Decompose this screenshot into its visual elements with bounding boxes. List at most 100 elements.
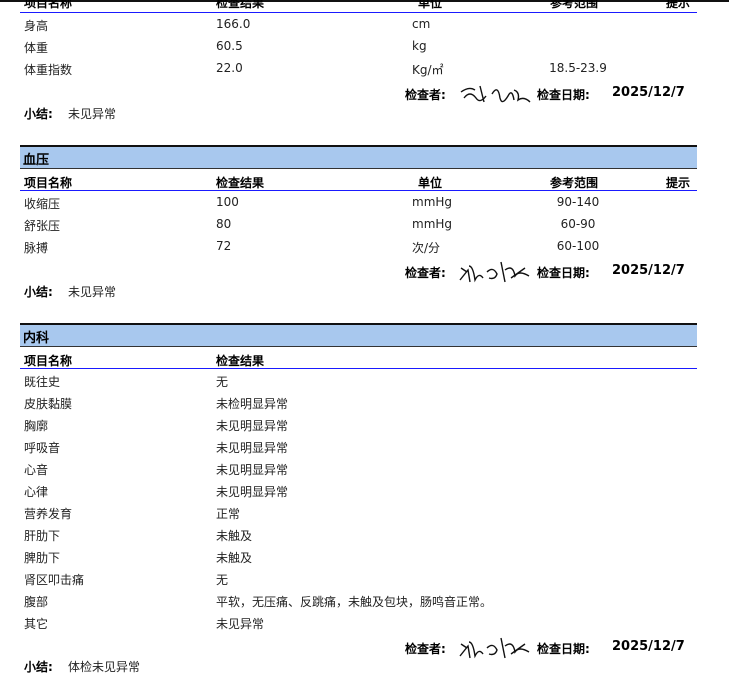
table-row: 皮肤黏膜 未检明显异常	[0, 395, 729, 417]
row-name: 腹部	[24, 595, 49, 609]
signature-image	[459, 261, 530, 283]
row-name: 皮肤黏膜	[24, 397, 73, 411]
check-date: 2025/12/7	[612, 639, 685, 654]
check-date-label: 检查日期:	[537, 642, 590, 656]
row-result: 未触及	[216, 529, 253, 543]
table-row: 收缩压 100 mmHg 90-140	[0, 195, 729, 217]
row-range: 18.5-23.9	[549, 61, 607, 75]
row-name: 身高	[24, 19, 49, 33]
row-name: 脉搏	[24, 241, 49, 255]
section-header: 血压	[20, 145, 697, 169]
row-result: 未见明显异常	[216, 463, 289, 477]
table-header-row: 项目名称 检查结果	[0, 352, 729, 374]
table-row: 胸廓 未见明显异常	[0, 417, 729, 439]
row-result: 无	[216, 375, 229, 389]
row-result: 未见异常	[216, 617, 265, 631]
summary-text: 体检未见异常	[68, 660, 141, 674]
header-range: 参考范围	[550, 176, 599, 190]
header-unit: 单位	[418, 176, 443, 190]
table-row: 营养发育 正常	[0, 505, 729, 527]
row-name: 肾区叩击痛	[24, 573, 85, 587]
table-row: 体重指数 22.0 Kg/㎡ 18.5-23.9	[0, 61, 729, 83]
summary-label: 小结:	[24, 107, 53, 121]
header-name: 项目名称	[24, 354, 73, 368]
check-date: 2025/12/7	[612, 263, 685, 278]
row-name: 舒张压	[24, 219, 61, 233]
row-result: 平软，无压痛、反跳痛，未触及包块，肠鸣音正常。	[216, 595, 493, 609]
check-date: 2025/12/7	[612, 85, 685, 100]
header-unit: 单位	[418, 0, 443, 10]
row-name: 呼吸音	[24, 441, 61, 455]
row-result: 正常	[216, 507, 241, 521]
row-name: 体重指数	[24, 63, 73, 77]
row-result: 22.0	[216, 61, 243, 75]
row-result: 166.0	[216, 17, 251, 31]
row-result: 72	[216, 239, 232, 253]
header-divider	[20, 12, 697, 13]
table-row: 其它 未见异常	[0, 615, 729, 637]
header-hint: 提示	[666, 0, 691, 10]
check-date-label: 检查日期:	[537, 266, 590, 280]
row-name: 脾肋下	[24, 551, 61, 565]
section-header: 内科	[20, 323, 697, 347]
summary-label: 小结:	[24, 660, 53, 674]
table-row: 心律 未见明显异常	[0, 483, 729, 505]
row-unit: mmHg	[412, 195, 453, 209]
row-range: 60-90	[560, 217, 596, 231]
table-row: 体重 60.5 kg	[0, 39, 729, 61]
signature-image	[459, 637, 530, 659]
page-top-rule	[0, 0, 729, 2]
section-title: 内科	[23, 331, 50, 346]
row-range: 60-100	[556, 239, 600, 253]
row-name: 体重	[24, 41, 49, 55]
row-name: 既往史	[24, 375, 61, 389]
row-name: 心律	[24, 485, 49, 499]
row-name: 收缩压	[24, 197, 61, 211]
row-result: 无	[216, 573, 229, 587]
row-result: 80	[216, 217, 232, 231]
table-row: 肾区叩击痛 无	[0, 571, 729, 593]
header-result: 检查结果	[216, 354, 265, 368]
checker-label: 检查者:	[405, 266, 446, 280]
header-divider	[20, 368, 697, 369]
row-result: 未触及	[216, 551, 253, 565]
row-result: 未见明显异常	[216, 441, 289, 455]
table-row: 脾肋下 未触及	[0, 549, 729, 571]
row-unit: kg	[412, 39, 427, 53]
row-name: 营养发育	[24, 507, 73, 521]
signature-image	[460, 85, 531, 103]
table-header-row: 项目名称 检查结果 单位 参考范围 提示	[0, 0, 729, 16]
row-name: 肝肋下	[24, 529, 61, 543]
row-result: 100	[216, 195, 239, 209]
row-result: 未检明显异常	[216, 397, 289, 411]
table-row: 既往史 无	[0, 373, 729, 395]
table-row: 心音 未见明显异常	[0, 461, 729, 483]
summary-text: 未见异常	[68, 285, 117, 299]
check-date-label: 检查日期:	[537, 88, 590, 102]
table-row: 身高 166.0 cm	[0, 17, 729, 39]
checker-label: 检查者:	[405, 642, 446, 656]
row-name: 心音	[24, 463, 49, 477]
checker-label: 检查者:	[405, 88, 446, 102]
row-result: 未见明显异常	[216, 485, 289, 499]
row-result: 未见明显异常	[216, 419, 289, 433]
row-result: 60.5	[216, 39, 243, 53]
table-row: 脉搏 72 次/分 60-100	[0, 239, 729, 261]
header-divider	[20, 190, 697, 191]
header-range: 参考范围	[550, 0, 599, 10]
header-result: 检查结果	[216, 176, 265, 190]
row-range: 90-140	[556, 195, 600, 209]
table-row: 呼吸音 未见明显异常	[0, 439, 729, 461]
table-row: 肝肋下 未触及	[0, 527, 729, 549]
section-title: 血压	[23, 153, 50, 168]
row-unit: Kg/㎡	[412, 63, 444, 77]
row-name: 胸廓	[24, 419, 49, 433]
header-result: 检查结果	[216, 0, 265, 10]
header-name: 项目名称	[24, 176, 73, 190]
row-unit: cm	[412, 17, 431, 31]
row-unit: mmHg	[412, 217, 453, 231]
summary-text: 未见异常	[68, 107, 117, 121]
header-hint: 提示	[666, 176, 691, 190]
row-name: 其它	[24, 617, 49, 631]
row-unit: 次/分	[412, 241, 441, 255]
